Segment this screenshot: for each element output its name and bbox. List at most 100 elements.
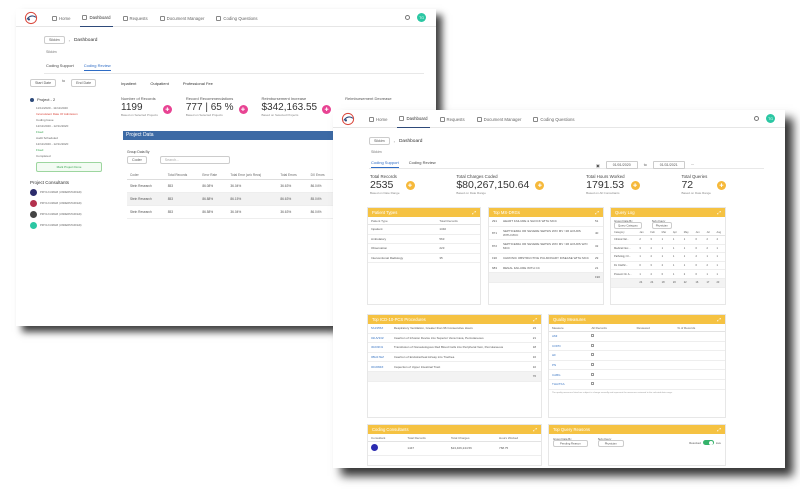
user-avatar[interactable]: TG: [766, 114, 775, 123]
table-row[interactable]: Dx Clarific... 0 3 2 1 1 0 2 1: [611, 261, 725, 271]
table-row[interactable]: THA/TKA: [549, 379, 725, 390]
tab-coding-support[interactable]: Coding Support: [46, 63, 74, 68]
nav-home[interactable]: Home: [367, 110, 389, 128]
table-row[interactable]: COPD: [549, 341, 725, 352]
main-tabs: Coding Support Coding Review: [371, 160, 436, 168]
end-date-input[interactable]: 01/31/2021: [652, 161, 685, 169]
metric-reimbursement-decrease: Reimbursement Decrease: [345, 96, 392, 101]
project-row: 11/11/2020 - 11/11/2020: [36, 106, 68, 110]
table-row[interactable]: 1447 $13,406,244.56 768.75: [368, 441, 541, 456]
consultant-item[interactable]: PRIYA KUMARI (UNDERSTAFFED): [30, 200, 108, 207]
client-select[interactable]: Sikkim: [44, 36, 65, 44]
table-row[interactable]: HF: [549, 350, 725, 361]
metric-total-queries: Total Queries 72 Based on Date Range ✚: [681, 174, 726, 195]
table-row[interactable]: Interventional Radiology 35: [368, 253, 480, 264]
expand-icon[interactable]: ⤢: [533, 427, 537, 432]
table-row[interactable]: Medical Nec... 3 4 1 1 1 0 2 1: [611, 244, 725, 254]
checkbox[interactable]: [591, 382, 595, 386]
sub-query-select[interactable]: Physician: [651, 221, 672, 229]
search-input[interactable]: Search...: [159, 156, 230, 164]
metric-recommendations: Record Recommendations 777 | 65 % Based on…: [186, 96, 248, 117]
table-row[interactable]: AMI: [549, 331, 725, 342]
nav-coding-questions[interactable]: Coding Questions: [531, 110, 576, 128]
table-row[interactable]: Clinical Val... 2 3 1 1 1 0 2 4: [611, 235, 725, 245]
quality-measures-card: Quality Measures ⤢ Measure All Records Revi…: [548, 314, 726, 418]
checkbox[interactable]: [591, 372, 595, 376]
search-icon[interactable]: [754, 116, 759, 121]
checkbox[interactable]: [591, 353, 595, 357]
nav-requests[interactable]: Requests: [438, 110, 467, 128]
group-select[interactable]: Pending Reason: [553, 439, 588, 447]
tab-coding-review[interactable]: Coding Review: [408, 160, 436, 165]
expand-icon[interactable]: ⤢: [472, 210, 476, 215]
start-date-input[interactable]: Start Date: [30, 79, 57, 87]
nav-coding-questions[interactable]: Coding Questions: [214, 9, 259, 27]
table-row[interactable]: PN: [549, 360, 725, 371]
consultant-item[interactable]: PRIYA KUMARI (UNDERSTAFFED): [30, 211, 108, 218]
expand-icon[interactable]: ⤢: [717, 210, 721, 215]
card-header: Query Log ⤢: [611, 208, 725, 217]
top-nav: Home Dashboard Requests Document Manager…: [16, 9, 436, 27]
start-date-input[interactable]: 01/01/2020: [605, 161, 638, 169]
card-header: Patient Types ⤢: [368, 208, 480, 217]
expand-icon[interactable]: ⤢: [717, 317, 721, 322]
checkbox[interactable]: [591, 334, 595, 338]
checkbox[interactable]: [591, 343, 595, 347]
table-row[interactable]: 871 SEPTICEMIA OR SEVERE SEPSIS W/O MV >9…: [489, 226, 603, 241]
project-data-header: Project Data: [123, 131, 423, 140]
metric-records: Number of Records 1199 Based on Selected P…: [121, 96, 172, 117]
expand-icon[interactable]: ⤢: [533, 317, 537, 322]
sub-query-select[interactable]: Physician: [597, 439, 624, 447]
tab-outpatient[interactable]: Outpatient: [150, 81, 169, 86]
end-date-input[interactable]: End Date: [71, 79, 97, 87]
table-row[interactable]: Present On A... 1 4 0 1 2 0 1 1: [611, 269, 725, 279]
table-row[interactable]: 5A1955Z Respiratory Ventilation, Greater …: [368, 324, 541, 334]
table-row[interactable]: Inpatient 1340: [368, 224, 480, 235]
table-row[interactable]: 0DJ08ZZ Inspection of Upper Intestinal Tr…: [368, 361, 541, 372]
table-row[interactable]: Pathology Cl... 1 4 1 1 1 2 1 1: [611, 252, 725, 262]
nav-document-manager[interactable]: Document Manager: [158, 9, 207, 27]
table-footer: 190: [489, 272, 603, 283]
group-select[interactable]: Coder: [127, 156, 147, 164]
table-row[interactable]: 190 CHRONIC OBSTRUCTIVE PULMONARY DISEASE…: [489, 253, 603, 264]
tab-coding-review[interactable]: Coding Review: [83, 63, 111, 71]
nav-document-manager[interactable]: Document Manager: [475, 110, 524, 128]
table-row[interactable]: 872 SEPTICEMIA OR SEVERE SEPSIS W/O MV >9…: [489, 239, 603, 254]
quality-measures-table: Measure All Records Reviewed% of Records A…: [549, 324, 725, 390]
expand-icon[interactable]: ⤢: [595, 210, 599, 215]
nav-dashboard[interactable]: Dashboard: [80, 9, 113, 27]
group-select[interactable]: Query Category: [614, 221, 642, 229]
client-select[interactable]: Sikkim: [369, 137, 390, 145]
completed-label: Completed: [36, 154, 51, 158]
date-to-label: to: [643, 163, 647, 167]
expand-icon[interactable]: ⤢: [717, 427, 721, 432]
main-tabs: Coding Support Coding Review: [46, 63, 111, 71]
consultant-item[interactable]: PRIYA KUMARI (UNDERSTAFFED): [30, 222, 108, 229]
checkbox[interactable]: [591, 363, 595, 367]
resolved-toggle[interactable]: [702, 440, 714, 445]
table-row[interactable]: 30233N1 Transfusion of Nonautologous Red …: [368, 342, 541, 353]
table-row[interactable]: Observation 223: [368, 243, 480, 254]
user-avatar[interactable]: TG: [417, 13, 426, 22]
table-row[interactable]: 683 RENAL FAILURE WITH CC 21: [489, 262, 603, 273]
table-row[interactable]: 291 HEART FAILURE & SHOCK WITH MCC 51: [489, 217, 603, 227]
nav-home[interactable]: Home: [50, 9, 72, 27]
tab-inpatient[interactable]: Inpatient: [121, 81, 137, 86]
table-row[interactable]: Ambulatory 563: [368, 234, 480, 245]
search-icon[interactable]: [405, 15, 410, 20]
top-drgs-card: Top MS-DRGs ⤢ 291 HEART FAILURE & SHOCK WI…: [488, 207, 604, 305]
nav-dashboard[interactable]: Dashboard: [397, 110, 430, 128]
mark-project-done-button[interactable]: Mark Project Done: [36, 162, 102, 172]
table-row[interactable]: CABG: [549, 369, 725, 380]
tab-coding-support[interactable]: Coding Support: [371, 160, 399, 168]
table-row[interactable]: 02HV33Z Insertion of Infusion Device into…: [368, 333, 541, 344]
table-row[interactable]: 0BH17EZ Insertion of Endotracheal Airway …: [368, 352, 541, 363]
tab-professional-fee[interactable]: Professional Fee: [182, 81, 213, 86]
project-header[interactable]: Project - 2: [30, 97, 108, 102]
chart-icon: ✚: [238, 105, 248, 114]
nav-requests[interactable]: Requests: [121, 9, 150, 27]
consultant-item[interactable]: PRIYA KUMARI (UNDERSTAFFED): [30, 189, 108, 196]
client-name: Sikkim: [46, 50, 57, 54]
consultants-table: Consultant Total Records Total Charges Hour…: [368, 434, 541, 456]
more-icon[interactable]: ⋯: [690, 163, 695, 167]
